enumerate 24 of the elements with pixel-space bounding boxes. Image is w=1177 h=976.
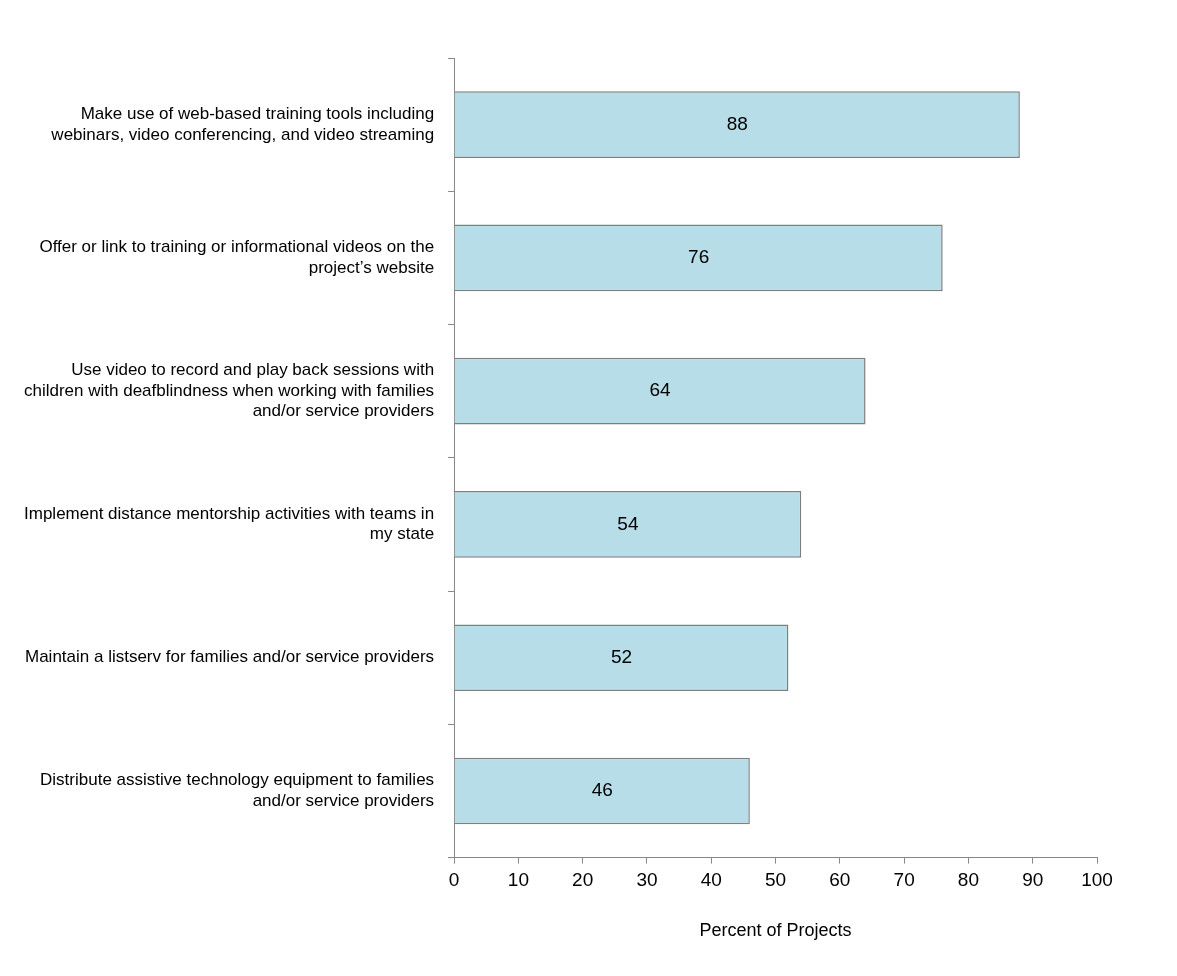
x-tick-label: 10 (507, 869, 529, 891)
data-label: 54 (617, 512, 639, 534)
y-tick-label: Maintain a listserv for families and/or service providers (24, 647, 435, 667)
x-tick-label: 90 (1022, 869, 1044, 891)
y-tick-label: Use video to record and play back sessions with children with deafblindness when working with families and/or service providers (24, 360, 435, 421)
data-label: 76 (688, 246, 710, 268)
y-tick-label: Distribute assistive technology equipment to families and/or service providers (40, 770, 435, 810)
x-tick-label: 30 (636, 869, 658, 891)
x-tick-label: 40 (700, 869, 722, 891)
data-label: 52 (610, 645, 633, 667)
y-tick-label: Implement distance mentorship activities with teams in my state (24, 503, 435, 544)
x-tick-label: 100 (1081, 869, 1113, 891)
x-tick-label: 50 (764, 869, 787, 891)
x-axis-title: Percent of Projects (699, 920, 852, 941)
y-tick-label: Offer or link to training or informational videos on the project’s website (39, 237, 435, 277)
data-label: 64 (649, 379, 672, 401)
data-label: 46 (591, 779, 613, 801)
x-tick-label: 80 (957, 869, 979, 891)
x-tick-label: 20 (572, 869, 594, 891)
data-label: 88 (726, 112, 748, 134)
x-tick-label: 70 (893, 869, 915, 891)
x-tick-label: 0 (448, 869, 460, 891)
x-tick-label: 60 (829, 869, 851, 891)
y-tick-label: Make use of web-based training tools including webinars, video conferencing, and video streaming (50, 104, 435, 144)
